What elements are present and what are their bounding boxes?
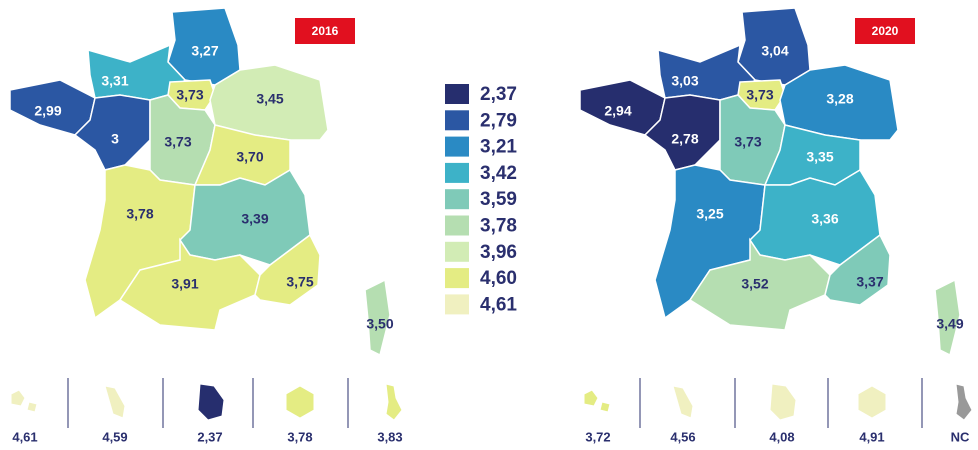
region-value: 3,52 [741,276,768,292]
region-value: 3,49 [936,316,963,332]
region-value: 3,04 [761,43,788,59]
region [688,237,831,331]
year-badge [855,18,915,44]
region-value: 3,36 [811,211,838,227]
region [118,237,261,331]
legend-label: 3,96 [480,242,517,263]
region-map: 3,27 3,31 3,73 3,45 2,99 3 3,73 3,70 3,78 3,39 3,9… [9,7,394,357]
region [824,233,891,306]
region-value: 3,31 [101,73,128,89]
legend-label: 2,79 [480,110,517,131]
overseas-territory [10,389,38,413]
legend-swatch [445,294,469,315]
region-value: 2,78 [671,131,698,147]
region-value: 3,73 [164,134,191,150]
region-value: 3,78 [126,206,153,222]
region-map: 3,04 3,03 3,73 3,28 2,94 2,78 3,73 3,35 3,25 3,36… [579,7,964,357]
overseas-territory [583,389,611,413]
region-value: 3,39 [241,211,268,227]
region-value: 3,50 [366,316,393,332]
overseas-value: 4,56 [670,429,695,444]
overseas-value: 2,37 [197,429,222,444]
region-value: 3,03 [671,73,698,89]
overseas-value: 4,08 [769,429,794,444]
legend-label: 4,60 [480,268,517,289]
region-value: 2,94 [604,103,631,119]
region-value: 3,73 [746,87,773,103]
overseas-value: 3,72 [585,429,610,444]
legend-swatch [445,84,469,104]
region-value: 3,28 [826,91,853,107]
region-value: 3,25 [696,206,723,222]
overseas-value: NC [951,429,970,444]
overseas-territory [285,385,315,419]
region-value: 3,73 [734,134,761,150]
overseas-value: 3,78 [287,429,312,444]
overseas-territory [104,385,126,419]
year-label: 2020 [872,24,899,38]
legend-swatch [445,268,469,289]
region-value: 3,91 [171,276,198,292]
overseas-value: 3,83 [377,429,402,444]
region-value: 3 [111,131,119,147]
region-value: 3,70 [236,149,263,165]
region-value: 3,73 [176,87,203,103]
overseas-territory [857,385,887,419]
legend-swatch [445,215,469,236]
year-badge [295,18,355,44]
legend-swatch [445,241,469,262]
legend-label: 3,59 [480,189,517,210]
region [934,278,961,357]
legend-label: 3,21 [480,137,517,158]
region-value: 3,37 [856,274,883,290]
region-value: 3,75 [286,274,313,290]
legend-swatch [445,189,469,210]
legend-swatch [445,110,469,131]
overseas-value: 4,91 [859,429,884,444]
overseas-territory [672,385,694,419]
legend-label: 2,37 [480,84,517,105]
legend-swatch [445,162,469,183]
legend-swatch [445,136,469,157]
overseas-territory [385,383,403,421]
year-label: 2016 [312,24,339,38]
region [364,278,391,357]
overseas-territory [197,383,225,421]
region-value: 3,35 [806,149,833,165]
legend-label: 4,61 [480,294,517,315]
region-value: 3,45 [256,91,283,107]
overseas-value: 4,59 [102,429,127,444]
overseas-territory [769,383,797,421]
region [254,233,321,306]
overseas-value: 4,61 [12,429,37,444]
overseas-territory [955,383,973,421]
legend-label: 3,42 [480,163,517,184]
region-value: 3,27 [191,43,218,59]
legend-label: 3,78 [480,216,517,237]
region-value: 2,99 [34,103,61,119]
